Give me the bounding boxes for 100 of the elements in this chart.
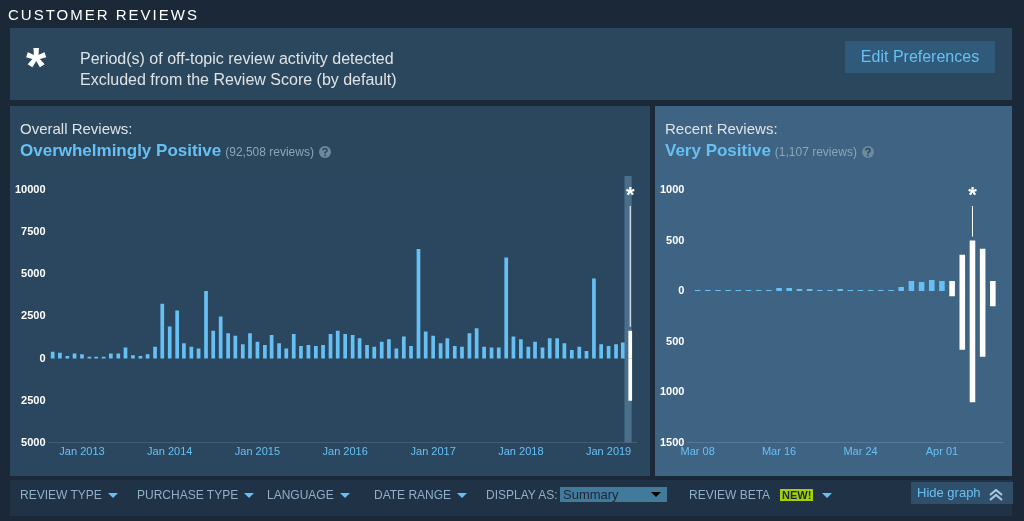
bar [240, 344, 245, 359]
chart-subtitle: Very Positive [665, 141, 771, 160]
bar [226, 333, 230, 359]
x-tick-label: Jan 2016 [322, 445, 368, 458]
y-tick-label: 1500 [659, 435, 685, 448]
bar [614, 344, 618, 359]
bar [204, 291, 208, 359]
bar [928, 280, 935, 292]
y-tick-label: 2500 [21, 393, 46, 406]
bar [409, 345, 413, 359]
bar [620, 342, 625, 359]
bar [796, 289, 803, 292]
bar [218, 316, 223, 359]
text: DISPLAY AS: [486, 488, 558, 502]
x-tick-label: Jan 2014 [147, 445, 193, 458]
bar [131, 355, 135, 359]
bar [160, 303, 165, 359]
annotation: * [625, 182, 635, 208]
text: Summary [563, 487, 619, 502]
y-tick-label: 5000 [21, 267, 46, 280]
bar [387, 339, 391, 359]
bar [431, 335, 435, 359]
bar [460, 346, 464, 359]
bar [65, 356, 70, 359]
bar [321, 345, 325, 359]
bar [504, 257, 509, 359]
bar [423, 331, 428, 359]
x-tick-label: Mar 24 [843, 445, 878, 458]
bar [806, 289, 813, 292]
text: Period(s) of off-topic review activity detected [80, 50, 394, 68]
bar [284, 348, 289, 359]
text: PURCHASE TYPE [137, 488, 239, 502]
bar [138, 356, 143, 359]
text: (92,508 reviews) [225, 145, 314, 159]
x-tick-label: Jan 2013 [59, 445, 105, 458]
bar [776, 288, 782, 292]
bar [577, 346, 582, 359]
text: * [26, 37, 47, 95]
y-tick-label: 2500 [21, 309, 46, 322]
text: Excluded from the Review Score (by default) [80, 71, 397, 89]
y-tick-label: 1000 [659, 183, 685, 196]
text: Hide graph [917, 485, 981, 500]
y-tick-label: 1000 [659, 385, 685, 398]
bar [277, 343, 281, 359]
y-tick-label: 0 [39, 351, 46, 364]
bar [837, 289, 843, 292]
y-tick-label: 7500 [21, 225, 46, 238]
bar [496, 347, 501, 359]
bar [233, 335, 238, 359]
x-tick-label: Jan 2018 [498, 445, 544, 458]
bar [72, 353, 77, 359]
bar [533, 341, 537, 359]
text: REVIEW BETA [689, 488, 771, 502]
bar [167, 326, 172, 359]
bar [474, 328, 479, 359]
bar [569, 350, 574, 359]
bar [939, 281, 945, 292]
bar [182, 343, 186, 359]
bar [108, 353, 113, 359]
bar [898, 287, 905, 292]
bar [50, 351, 55, 359]
bar [116, 353, 121, 359]
bar [592, 278, 596, 359]
bar [299, 345, 303, 359]
bar [314, 345, 318, 359]
text: (1,107 reviews) [774, 145, 857, 159]
bar [401, 336, 406, 359]
x-tick-label: Jan 2017 [410, 445, 456, 458]
annotation: * [968, 182, 978, 208]
chart-subtitle: Overwhelmingly Positive [20, 141, 222, 160]
bar [175, 310, 180, 359]
y-tick-label: 0 [678, 284, 685, 297]
bar [365, 345, 369, 359]
bar [379, 341, 384, 359]
y-tick-label: 5000 [21, 435, 46, 448]
text: Edit Preferences [845, 41, 995, 73]
bar [153, 346, 157, 359]
bar [452, 345, 457, 359]
x-tick-label: Mar 16 [761, 445, 797, 458]
bar [211, 330, 216, 359]
bar [445, 338, 450, 359]
bar [248, 333, 252, 359]
text: DATE RANGE [374, 488, 452, 502]
text: LANGUAGE [267, 488, 334, 502]
y-tick-label: 500 [666, 233, 685, 246]
chart-title: Recent Reviews: [665, 120, 778, 137]
x-tick-label: Jan 2019 [585, 445, 632, 458]
x-tick-label: Mar 08 [680, 445, 715, 458]
bar [555, 338, 560, 359]
bar [519, 339, 523, 359]
bar [263, 345, 267, 359]
y-tick-label: 10000 [14, 183, 46, 196]
x-tick-label: Jan 2015 [234, 445, 281, 458]
bar [547, 338, 552, 359]
text: CUSTOMER REVIEWS [8, 6, 199, 23]
y-tick-label: 500 [666, 334, 685, 347]
bar [786, 288, 793, 292]
bar [291, 334, 296, 359]
x-tick-label: Apr 01 [925, 445, 959, 458]
bar [343, 334, 348, 359]
